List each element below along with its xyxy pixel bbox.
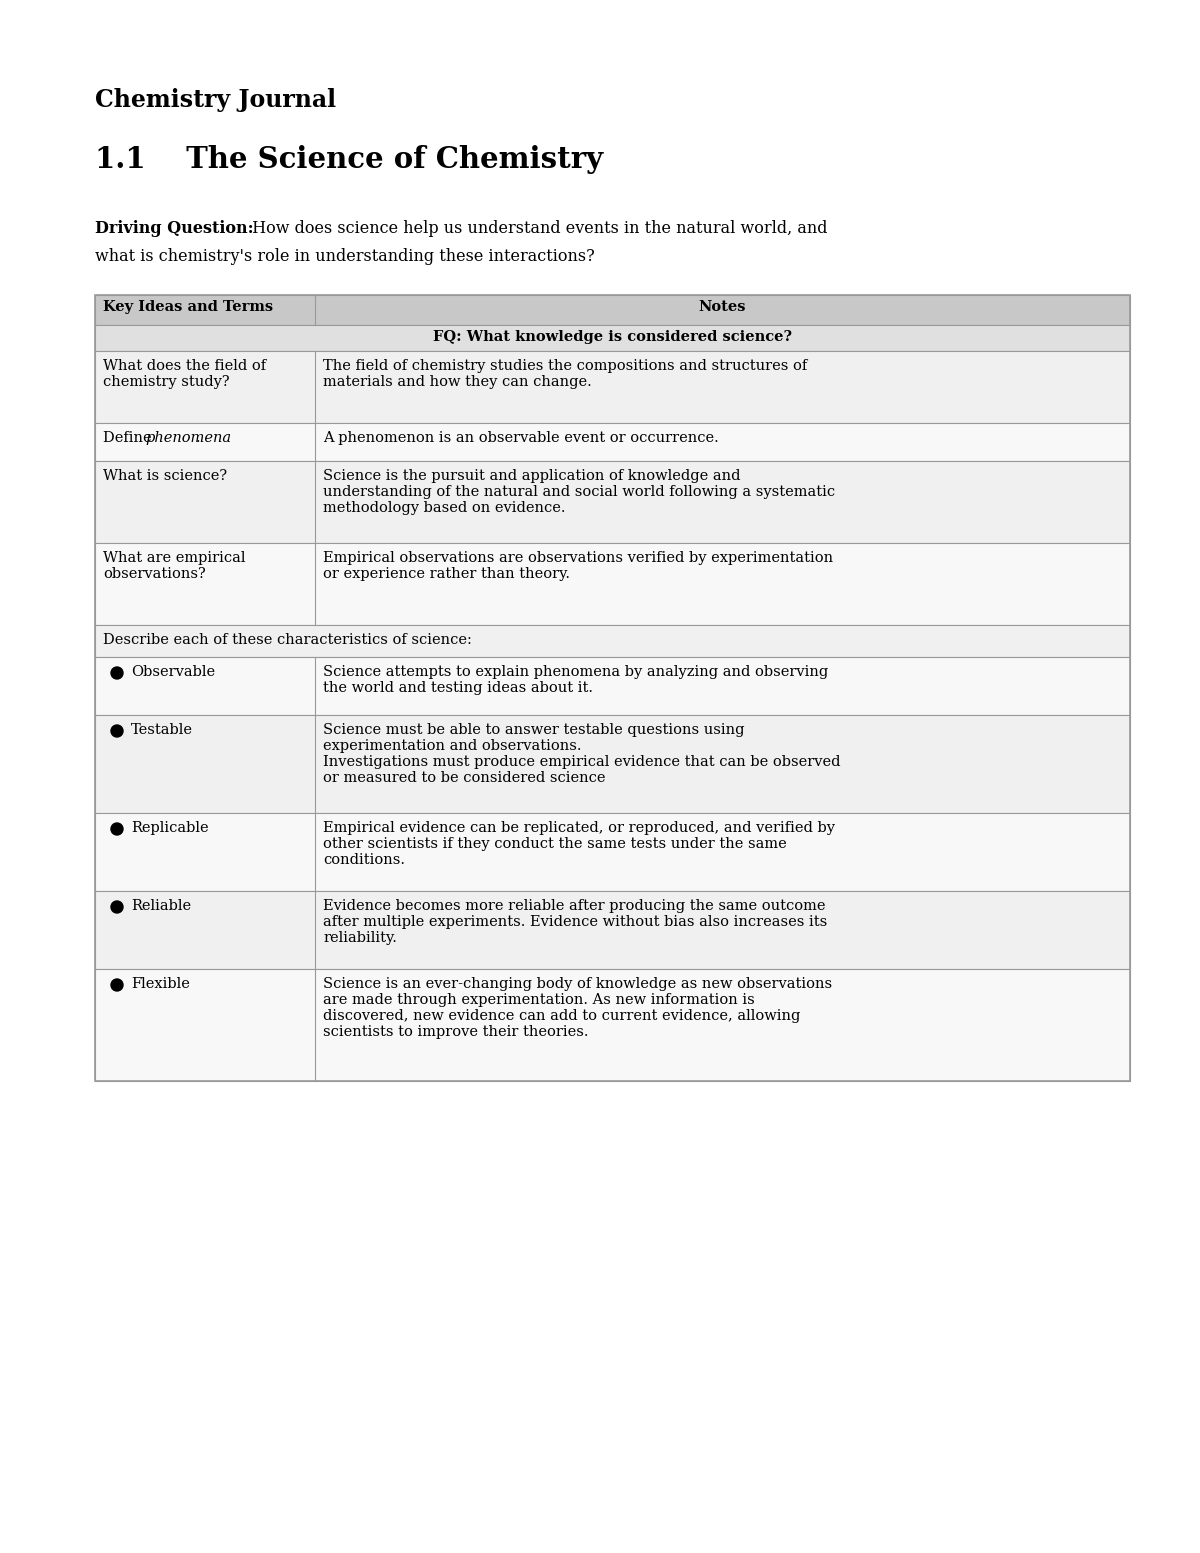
Text: Observable: Observable: [131, 665, 215, 679]
Text: Science must be able to answer testable questions using: Science must be able to answer testable …: [323, 724, 744, 738]
Text: Driving Question:: Driving Question:: [95, 221, 253, 238]
Text: Key Ideas and Terms: Key Ideas and Terms: [103, 300, 274, 314]
Text: conditions.: conditions.: [323, 853, 406, 867]
Text: Science is the pursuit and application of knowledge and: Science is the pursuit and application o…: [323, 469, 740, 483]
Text: Science is an ever-changing body of knowledge as new observations: Science is an ever-changing body of know…: [323, 977, 832, 991]
Text: after multiple experiments. Evidence without bias also increases its: after multiple experiments. Evidence wit…: [323, 915, 827, 929]
Text: Empirical observations are observations verified by experimentation: Empirical observations are observations …: [323, 551, 833, 565]
Bar: [95, 969, 1130, 1081]
Circle shape: [112, 901, 124, 913]
Bar: [95, 295, 1130, 325]
Bar: [95, 422, 1130, 461]
Text: Investigations must produce empirical evidence that can be observed: Investigations must produce empirical ev…: [323, 755, 840, 769]
Bar: [95, 544, 1130, 624]
Text: How does science help us understand events in the natural world, and: How does science help us understand even…: [247, 221, 828, 238]
Text: or experience rather than theory.: or experience rather than theory.: [323, 567, 570, 581]
Text: understanding of the natural and social world following a systematic: understanding of the natural and social …: [323, 485, 835, 499]
Bar: [95, 714, 1130, 814]
Bar: [95, 624, 1130, 657]
Text: the world and testing ideas about it.: the world and testing ideas about it.: [323, 682, 593, 696]
Circle shape: [112, 725, 124, 738]
Text: observations?: observations?: [103, 567, 205, 581]
Bar: [95, 891, 1130, 969]
Text: FQ: What knowledge is considered science?: FQ: What knowledge is considered science…: [433, 329, 792, 345]
Bar: [95, 351, 1130, 422]
Text: phenomena: phenomena: [145, 432, 232, 446]
Bar: [95, 657, 1130, 714]
Text: What are empirical: What are empirical: [103, 551, 246, 565]
Text: Empirical evidence can be replicated, or reproduced, and verified by: Empirical evidence can be replicated, or…: [323, 822, 835, 836]
Text: other scientists if they conduct the same tests under the same: other scientists if they conduct the sam…: [323, 837, 787, 851]
Text: Replicable: Replicable: [131, 822, 209, 836]
Text: what is chemistry's role in understanding these interactions?: what is chemistry's role in understandin…: [95, 248, 595, 266]
Text: Reliable: Reliable: [131, 899, 191, 913]
Text: Chemistry Journal: Chemistry Journal: [95, 89, 336, 112]
Bar: [95, 325, 1130, 351]
Text: A phenomenon is an observable event or occurrence.: A phenomenon is an observable event or o…: [323, 432, 719, 446]
Text: Science attempts to explain phenomena by analyzing and observing: Science attempts to explain phenomena by…: [323, 665, 828, 679]
Text: The field of chemistry studies the compositions and structures of: The field of chemistry studies the compo…: [323, 359, 808, 373]
Text: are made through experimentation. As new information is: are made through experimentation. As new…: [323, 992, 755, 1006]
Text: What does the field of: What does the field of: [103, 359, 266, 373]
Text: methodology based on evidence.: methodology based on evidence.: [323, 502, 565, 516]
Text: discovered, new evidence can add to current evidence, allowing: discovered, new evidence can add to curr…: [323, 1009, 800, 1023]
Text: Notes: Notes: [698, 300, 746, 314]
Bar: [95, 814, 1130, 891]
Text: Define: Define: [103, 432, 156, 446]
Text: 1.1    The Science of Chemistry: 1.1 The Science of Chemistry: [95, 144, 604, 174]
Text: Evidence becomes more reliable after producing the same outcome: Evidence becomes more reliable after pro…: [323, 899, 826, 913]
Circle shape: [112, 823, 124, 836]
Bar: [95, 295, 1130, 1081]
Text: chemistry study?: chemistry study?: [103, 374, 229, 388]
Text: experimentation and observations.: experimentation and observations.: [323, 739, 582, 753]
Bar: [95, 461, 1130, 544]
Text: or measured to be considered science: or measured to be considered science: [323, 770, 606, 784]
Text: Describe each of these characteristics of science:: Describe each of these characteristics o…: [103, 634, 472, 648]
Text: What is science?: What is science?: [103, 469, 227, 483]
Text: reliability.: reliability.: [323, 930, 397, 944]
Text: materials and how they can change.: materials and how they can change.: [323, 374, 592, 388]
Text: .: .: [196, 432, 200, 446]
Text: Flexible: Flexible: [131, 977, 190, 991]
Text: Testable: Testable: [131, 724, 193, 738]
Circle shape: [112, 978, 124, 991]
Circle shape: [112, 666, 124, 679]
Text: scientists to improve their theories.: scientists to improve their theories.: [323, 1025, 588, 1039]
